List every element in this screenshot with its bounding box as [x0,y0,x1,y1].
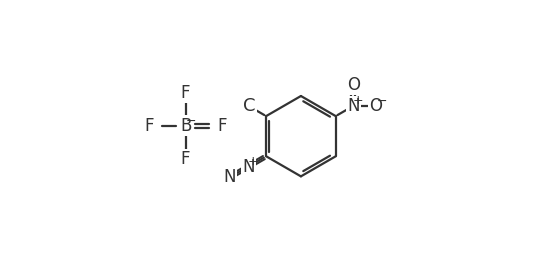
Text: N: N [242,158,255,176]
Text: N: N [347,97,360,115]
Text: −: − [377,95,387,108]
Text: B: B [180,117,191,135]
Text: F: F [218,117,227,135]
Text: O: O [370,97,383,115]
Text: N: N [223,168,236,186]
Text: +: + [353,94,364,107]
Text: F: F [181,84,190,102]
Text: +: + [248,155,258,168]
Text: −: − [186,115,196,128]
Text: F: F [144,117,153,135]
Text: C: C [243,97,256,115]
Text: F: F [181,150,190,168]
Text: O: O [346,76,360,94]
